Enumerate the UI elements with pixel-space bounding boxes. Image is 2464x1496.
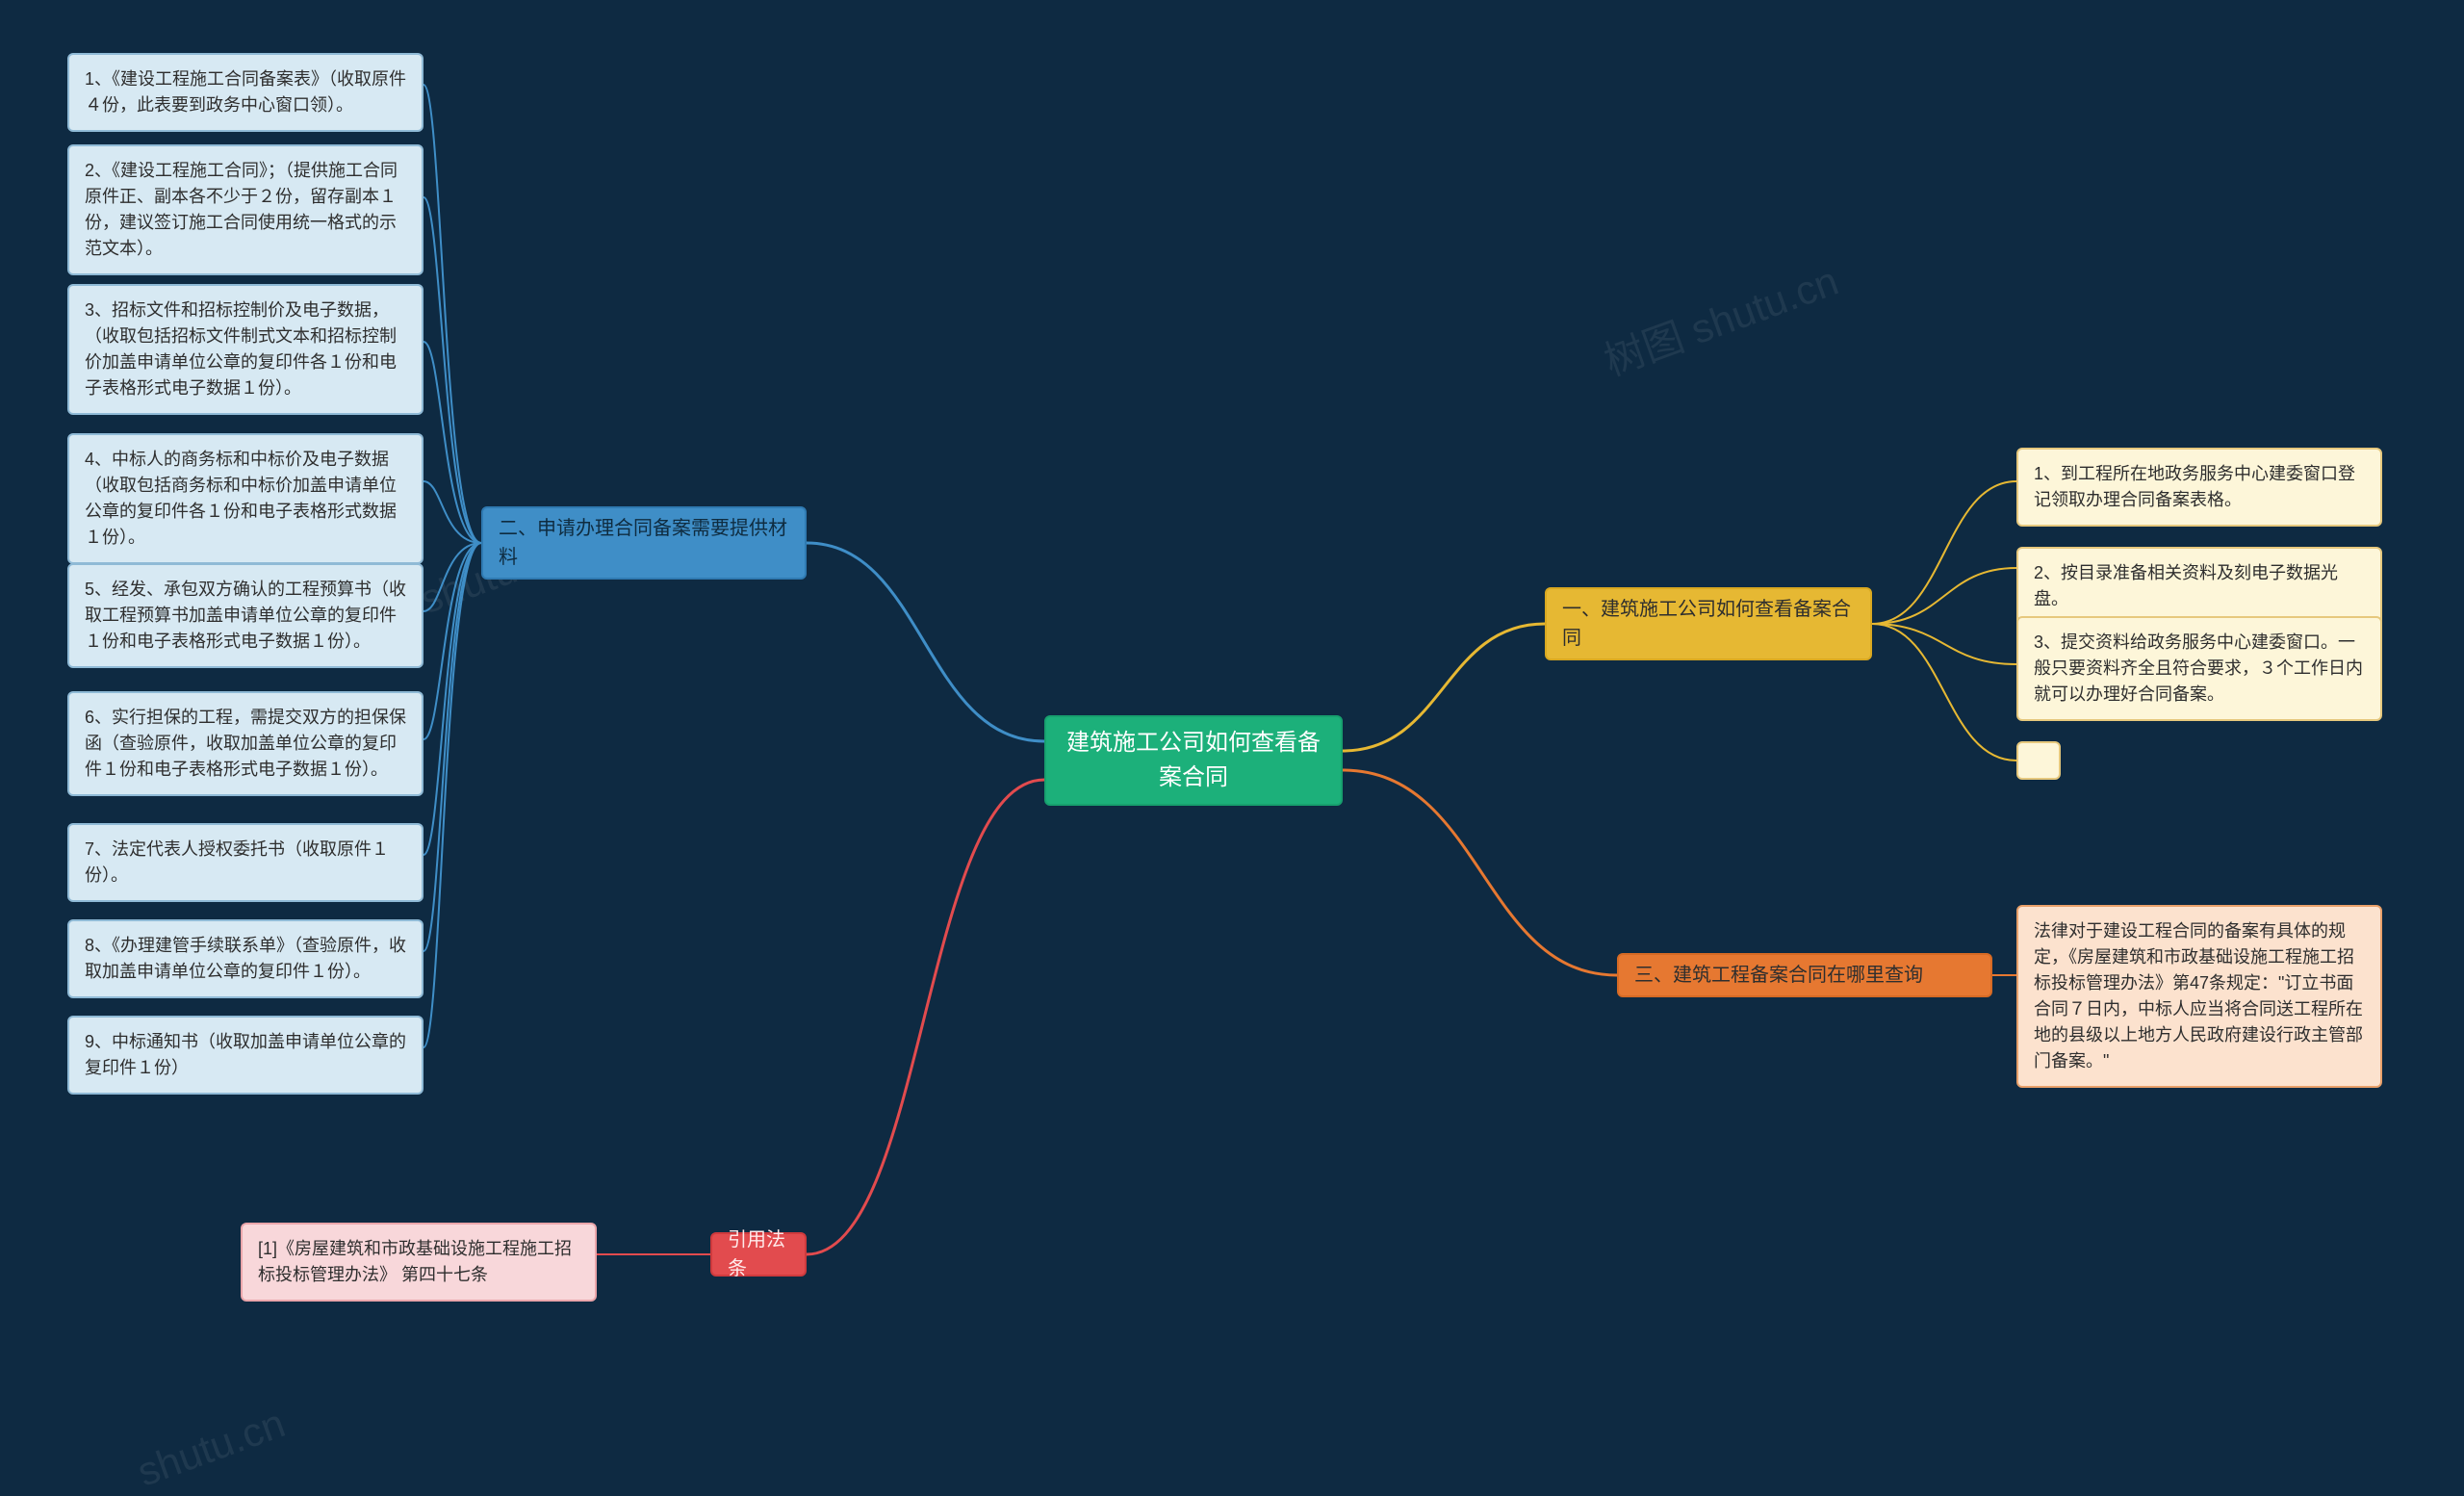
root-node[interactable]: 建筑施工公司如何查看备案合同 (1044, 715, 1343, 806)
branch-2[interactable]: 二、申请办理合同备案需要提供材料 (481, 506, 807, 580)
leaf-b2-0[interactable]: 1、《建设工程施工合同备案表》（收取原件４份，此表要到政务中心窗口领）。 (67, 53, 424, 132)
leaf-label: 9、中标通知书（收取加盖申请单位公章的复印件１份） (85, 1029, 406, 1081)
leaf-b2-2[interactable]: 3、招标文件和招标控制价及电子数据，（收取包括招标文件制式文本和招标控制价加盖申… (67, 284, 424, 415)
leaf-b3-0[interactable]: 法律对于建设工程合同的备案有具体的规定，《房屋建筑和市政基础设施工程施工招标投标… (2016, 905, 2382, 1088)
branch-3-label: 三、建筑工程备案合同在哪里查询 (1634, 961, 1923, 990)
leaf-label: 3、提交资料给政务服务中心建委窗口。一般只要资料齐全且符合要求，３个工作日内就可… (2034, 630, 2365, 708)
branch-1-label: 一、建筑施工公司如何查看备案合同 (1562, 595, 1855, 653)
leaf-b1-2[interactable]: 3、提交资料给政务服务中心建委窗口。一般只要资料齐全且符合要求，３个工作日内就可… (2016, 616, 2382, 721)
leaf-label: 6、实行担保的工程，需提交双方的担保保函（查验原件，收取加盖单位公章的复印件１份… (85, 705, 406, 783)
leaf-b2-6[interactable]: 7、法定代表人授权委托书（收取原件１份）。 (67, 823, 424, 902)
branch-4-label: 引用法条 (728, 1225, 789, 1283)
leaf-label: [1]《房屋建筑和市政基础设施工程施工招标投标管理办法》 第四十七条 (258, 1236, 579, 1288)
leaf-label: 4、中标人的商务标和中标价及电子数据（收取包括商务标和中标价加盖申请单位公章的复… (85, 447, 406, 551)
leaf-b2-1[interactable]: 2、《建设工程施工合同》；（提供施工合同原件正、副本各不少于２份，留存副本１份，… (67, 144, 424, 275)
leaf-label: 1、到工程所在地政务服务中心建委窗口登记领取办理合同备案表格。 (2034, 461, 2365, 513)
leaf-b1-0[interactable]: 1、到工程所在地政务服务中心建委窗口登记领取办理合同备案表格。 (2016, 448, 2382, 527)
leaf-label: 7、法定代表人授权委托书（收取原件１份）。 (85, 837, 406, 889)
leaf-label: 2、《建设工程施工合同》；（提供施工合同原件正、副本各不少于２份，留存副本１份，… (85, 158, 406, 262)
watermark: shutu.cn (132, 1400, 292, 1495)
leaf-b4-0[interactable]: [1]《房屋建筑和市政基础设施工程施工招标投标管理办法》 第四十七条 (241, 1223, 597, 1302)
leaf-b1-3[interactable] (2016, 741, 2061, 780)
branch-2-label: 二、申请办理合同备案需要提供材料 (499, 514, 789, 572)
leaf-label: 法律对于建设工程合同的备案有具体的规定，《房屋建筑和市政基础设施工程施工招标投标… (2034, 918, 2365, 1074)
leaf-b2-4[interactable]: 5、经发、承包双方确认的工程预算书（收取工程预算书加盖申请单位公章的复印件１份和… (67, 563, 424, 668)
leaf-label: 3、招标文件和招标控制价及电子数据，（收取包括招标文件制式文本和招标控制价加盖申… (85, 297, 406, 401)
leaf-b2-5[interactable]: 6、实行担保的工程，需提交双方的担保保函（查验原件，收取加盖单位公章的复印件１份… (67, 691, 424, 796)
branch-3[interactable]: 三、建筑工程备案合同在哪里查询 (1617, 953, 1992, 997)
leaf-label: 8、《办理建管手续联系单》（查验原件，收取加盖申请单位公章的复印件１份）。 (85, 933, 406, 985)
leaf-label: 5、经发、承包双方确认的工程预算书（收取工程预算书加盖申请单位公章的复印件１份和… (85, 577, 406, 655)
leaf-label: 2、按目录准备相关资料及刻电子数据光盘。 (2034, 560, 2365, 612)
branch-1[interactable]: 一、建筑施工公司如何查看备案合同 (1545, 587, 1872, 660)
leaf-label: 1、《建设工程施工合同备案表》（收取原件４份，此表要到政务中心窗口领）。 (85, 66, 406, 118)
leaf-b2-8[interactable]: 9、中标通知书（收取加盖申请单位公章的复印件１份） (67, 1016, 424, 1095)
branch-4[interactable]: 引用法条 (710, 1232, 807, 1277)
watermark: 树图 shutu.cn (1595, 248, 1845, 387)
root-label: 建筑施工公司如何查看备案合同 (1062, 726, 1325, 795)
leaf-b2-7[interactable]: 8、《办理建管手续联系单》（查验原件，收取加盖申请单位公章的复印件１份）。 (67, 919, 424, 998)
leaf-b1-1[interactable]: 2、按目录准备相关资料及刻电子数据光盘。 (2016, 547, 2382, 626)
leaf-b2-3[interactable]: 4、中标人的商务标和中标价及电子数据（收取包括商务标和中标价加盖申请单位公章的复… (67, 433, 424, 564)
